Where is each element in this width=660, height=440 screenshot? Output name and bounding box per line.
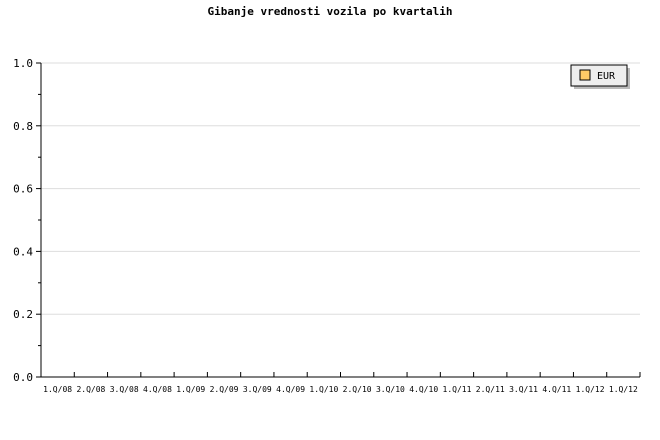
y-tick-label: 0.6: [13, 183, 33, 196]
x-tick-label: 1.Q/10: [309, 385, 338, 394]
x-tick-label: 2.Q/08: [76, 385, 105, 394]
x-tick-label: 2.Q/11: [476, 385, 505, 394]
x-tick-label: 4.Q/08: [143, 385, 172, 394]
x-tick-label: 4.Q/09: [276, 385, 305, 394]
y-tick-label: 0.4: [13, 245, 33, 258]
x-tick-label: 1.Q/12: [609, 385, 638, 394]
chart-title: Gibanje vrednosti vozila po kvartalih: [207, 5, 452, 18]
y-tick-label: 1.0: [13, 57, 33, 70]
x-tick-labels: 1.Q/08 2.Q/08 3.Q/08 4.Q/08 1.Q/09 2.Q/09 3.Q/…: [43, 385, 638, 394]
y-tick-labels: 0.0 0.2 0.4 0.6 0.8 1.0: [13, 57, 33, 384]
y-tick-label: 0.8: [13, 120, 33, 133]
x-tick-label: 2.Q/09: [210, 385, 239, 394]
x-tick-label: 2.Q/10: [343, 385, 372, 394]
legend-swatch-eur: [579, 69, 591, 81]
y-tick-label: 0.0: [13, 371, 33, 384]
legend: EUR: [570, 64, 630, 89]
x-tick-label: 1.Q/09: [176, 385, 205, 394]
y-tick-label: 0.2: [13, 308, 33, 321]
x-tick-label: 1.Q/12: [576, 385, 605, 394]
x-tick-label: 4.Q/10: [409, 385, 438, 394]
x-tick-label: 3.Q/10: [376, 385, 405, 394]
x-tick-label: 3.Q/08: [110, 385, 139, 394]
grid: [41, 62, 640, 315]
x-tick-label: 1.Q/08: [43, 385, 72, 394]
x-tick-label: 3.Q/09: [243, 385, 272, 394]
x-tick-label: 3.Q/11: [509, 385, 538, 394]
legend-label-eur: EUR: [597, 71, 616, 82]
x-tick-label: 1.Q/11: [443, 385, 472, 394]
axes: [36, 62, 641, 378]
x-tick-label: 4.Q/11: [542, 385, 571, 394]
